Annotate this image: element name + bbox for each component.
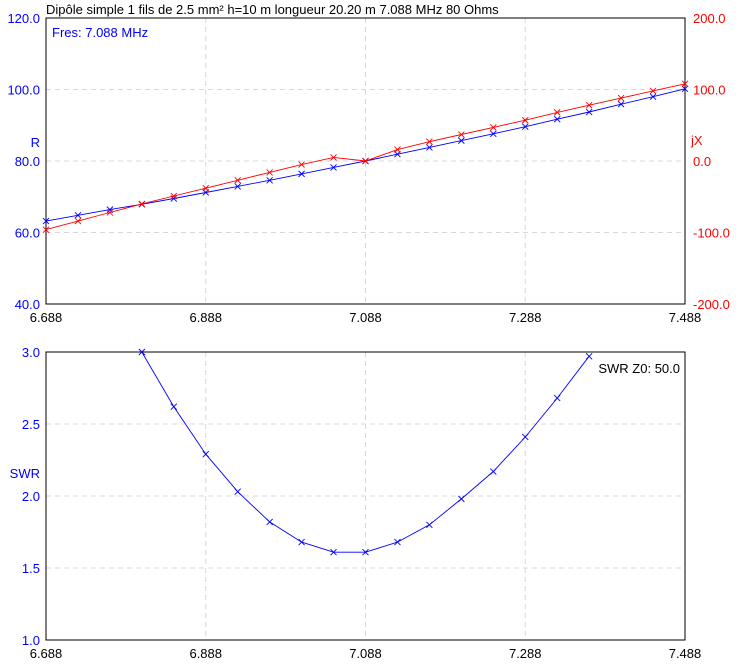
data-point-jX [458,131,465,138]
data-point-jX [426,138,433,146]
left-y-tick-label: 100.0 [7,83,40,98]
data-point-jX [489,124,497,131]
data-point-jX [681,80,689,88]
left-axis-label: SWR [10,466,40,481]
left-y-tick-label: 2.5 [22,417,40,432]
data-point-SWR [458,495,465,503]
data-point-jX [362,157,369,165]
right-y-tick-label: -200.0 [693,297,730,312]
left-y-tick-label: 2.0 [22,489,40,504]
x-tick-label: 7.088 [349,310,382,325]
data-point-SWR [362,548,369,556]
data-point-SWR [234,488,242,495]
left-y-tick-label: 1.5 [22,561,40,576]
data-point-jX [138,200,146,208]
data-point-SWR [394,538,401,546]
right-y-tick-label: 100.0 [693,83,726,98]
right-y-tick-label: 200.0 [693,11,726,26]
data-point-jX [42,226,50,233]
data-point-jX [649,87,657,95]
data-point-jX [521,116,529,124]
data-point-jX [617,94,625,102]
left-axis-label: R [31,135,40,150]
data-point-R [489,130,497,138]
data-point-jX [585,101,593,109]
x-tick-label: 7.488 [669,646,702,661]
chart-title: Dipôle simple 1 fils de 2.5 mm² h=10 m l… [46,2,499,17]
left-y-tick-label: 60.0 [15,226,40,241]
right-axis-label: jX [690,133,703,148]
data-point-R [74,212,82,219]
data-point-R [394,150,401,158]
left-y-tick-label: 3.0 [22,345,40,360]
data-point-SWR [330,548,337,556]
data-point-R [266,176,273,184]
left-y-tick-label: 120.0 [7,11,40,26]
data-point-R [553,115,561,123]
data-point-R [42,217,50,225]
data-point-R [330,164,337,171]
right-y-tick-label: -100.0 [693,226,730,241]
impedance-plot: 6.688 6.888 7.088 7.288 7.488 40.0 60.0 80.0 100… [7,11,729,325]
right-y-tick-label: 0.0 [693,154,711,169]
data-point-SWR [585,353,593,360]
data-point-jX [553,109,561,116]
chart-annotation: SWR Z0: 50.0 [598,361,680,376]
plot-frame [45,17,686,305]
x-tick-label: 7.288 [509,646,542,661]
data-point-R [458,137,465,144]
data-point-jX [74,217,82,225]
x-tick-label: 6.888 [189,310,222,325]
data-point-R [298,170,305,178]
x-tick-label: 7.488 [669,310,702,325]
data-point-SWR [138,348,146,356]
data-point-R [681,85,689,93]
data-point-jX [394,146,401,153]
left-y-tick-label: 80.0 [15,154,40,169]
data-point-SWR [521,433,529,441]
data-point-jX [170,192,178,200]
data-point-R [585,108,593,116]
data-point-SWR [170,403,178,411]
data-point-R [649,93,657,100]
x-tick-label: 7.288 [509,310,542,325]
data-point-R [426,144,433,151]
left-y-tick-label: 1.0 [22,633,40,648]
data-point-SWR [266,518,273,526]
data-point-SWR [202,450,210,458]
plot-frame [45,351,686,641]
data-point-jX [106,209,114,216]
swr-plot: 6.688 6.888 7.088 7.288 7.488 1.0 1.5 2.0 2.5 3.0… [10,345,702,661]
data-point-SWR [298,538,305,546]
x-tick-label: 6.688 [30,310,63,325]
data-point-SWR [426,521,433,529]
data-point-R [521,123,529,130]
data-point-R [234,183,242,190]
data-point-jX [266,169,273,176]
chart-annotation: Fres: 7.088 MHz [52,25,148,40]
left-y-tick-label: 40.0 [15,297,40,312]
data-point-jX [330,154,337,161]
data-point-SWR [553,394,561,402]
data-point-jX [298,161,305,168]
data-point-R [617,100,625,108]
x-tick-label: 6.888 [189,646,222,661]
x-tick-label: 6.688 [30,646,63,661]
x-tick-label: 7.088 [349,646,382,661]
data-point-SWR [489,468,497,475]
data-point-jX [202,184,210,192]
data-point-jX [234,176,242,184]
